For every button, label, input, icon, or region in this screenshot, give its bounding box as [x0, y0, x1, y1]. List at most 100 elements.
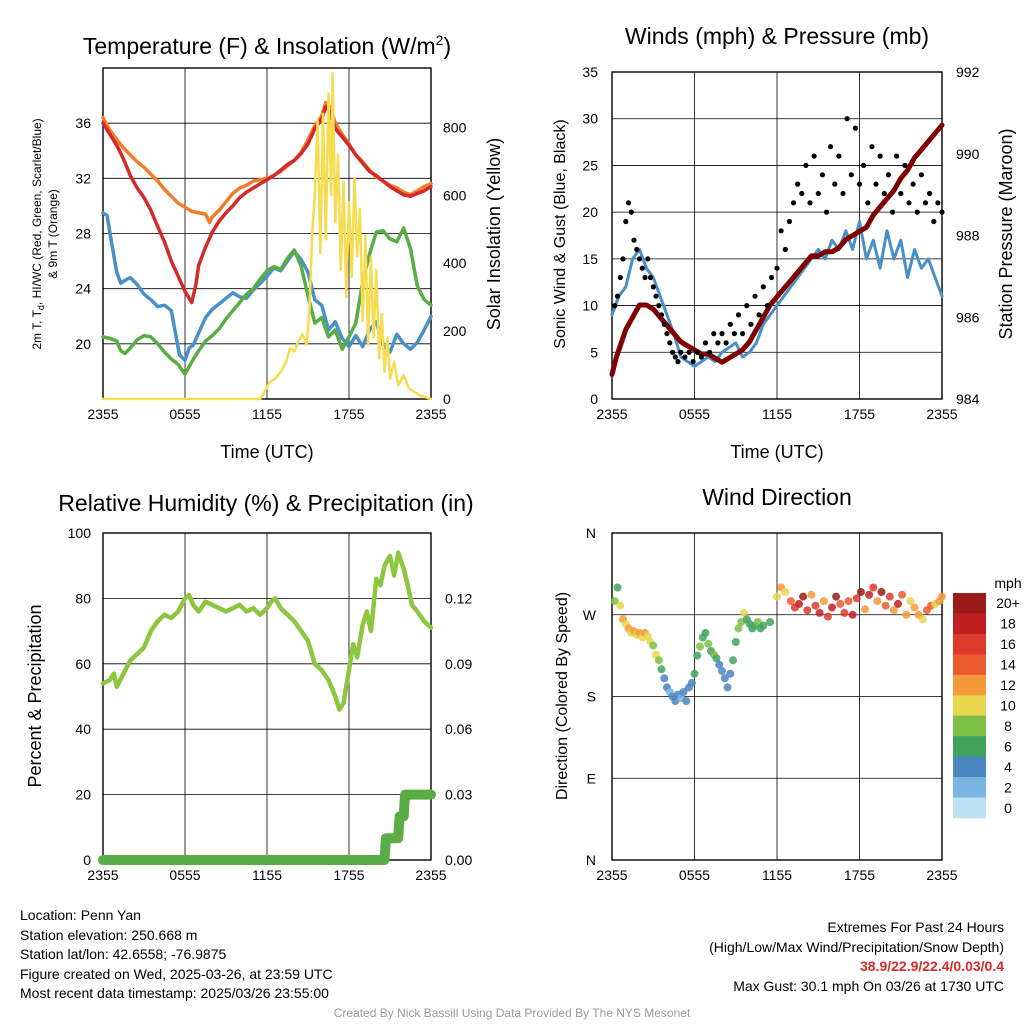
direction-point	[766, 618, 775, 626]
wind-y-axis-label: Sonic Wind & Gust (Blue, Black)	[552, 119, 569, 348]
colorbar-swatch	[953, 756, 986, 778]
wind-series-line-0	[610, 220, 944, 368]
direction-point	[832, 592, 841, 601]
gust-point	[760, 284, 766, 290]
direction-point	[918, 615, 927, 624]
gust-point	[774, 265, 780, 271]
extremes-info: Extremes For Past 24 Hours (High/Low/Max…	[709, 918, 1004, 996]
direction-point	[861, 605, 869, 614]
wind-y-tick-label: 5	[590, 344, 598, 360]
direction-point	[759, 621, 768, 630]
gust-point	[836, 153, 842, 159]
insolation-axis-label: Solar Insolation (Yellow)	[484, 138, 504, 330]
temp-series-line-3	[101, 226, 433, 376]
direction-point	[938, 592, 946, 601]
colorbar-swatch	[953, 674, 986, 696]
gust-point	[614, 293, 621, 299]
gust-point	[873, 181, 879, 187]
gust-point	[625, 200, 632, 206]
extremes-subtitle: (High/Low/Max Wind/Precipitation/Snow De…	[709, 938, 1004, 955]
gust-point	[686, 349, 692, 355]
colorbar-swatch	[953, 593, 986, 614]
pressure-tick-label: 988	[956, 228, 980, 244]
direction-point	[657, 665, 666, 674]
winddir-chart-title: Wind Direction	[702, 484, 852, 510]
direction-point	[848, 610, 857, 619]
temp-x-tick-label: 2355	[415, 406, 446, 422]
direction-point	[679, 688, 688, 696]
direction-point	[889, 606, 898, 615]
direction-point	[654, 656, 663, 665]
wind-x-tick-label: 0555	[679, 406, 710, 422]
direction-point	[902, 610, 911, 619]
gust-point	[894, 153, 900, 159]
gust-point	[922, 200, 929, 206]
precip-tick-label: 0.06	[445, 721, 472, 737]
rh-y-tick-label: 0	[83, 852, 91, 868]
gust-point	[623, 218, 629, 225]
winddir-x-tick-label: 2355	[596, 867, 627, 883]
colorbar-label: 8	[1004, 718, 1012, 734]
colorbar-unit-label: mph	[994, 575, 1021, 591]
direction-point	[898, 590, 907, 599]
gust-point	[740, 331, 746, 337]
pressure-tick-label: 984	[956, 391, 980, 407]
gust-point	[881, 190, 887, 197]
direction-point	[811, 601, 820, 610]
gust-point	[902, 162, 908, 168]
rh-y-tick-label: 80	[75, 590, 91, 606]
direction-point	[786, 597, 795, 606]
gust-point	[799, 190, 805, 197]
gust-point	[856, 181, 863, 187]
gust-point	[748, 321, 754, 327]
gust-point	[803, 162, 809, 168]
gust-point	[756, 312, 762, 318]
gust-point	[910, 181, 916, 187]
direction-point	[844, 597, 853, 606]
wind-y-tick-label: 35	[582, 64, 598, 80]
gust-point	[647, 274, 654, 281]
temp-x-tick-label: 1755	[333, 406, 364, 422]
temp-x-tick-label: 1155	[252, 406, 282, 422]
gust-point	[844, 116, 850, 122]
direction-point	[740, 608, 748, 617]
pressure-tick-label: 990	[956, 146, 980, 162]
gust-point	[698, 354, 705, 360]
gust-point	[939, 209, 945, 215]
gust-point	[642, 274, 648, 281]
rh-y-tick-label: 40	[75, 721, 91, 737]
gust-point	[819, 172, 826, 178]
gust-point	[852, 125, 859, 131]
rh-y-axis-label: Percent & Precipitation	[25, 604, 45, 787]
direction-point	[803, 606, 812, 615]
gust-point	[823, 209, 830, 215]
rh-x-tick-label: 2355	[87, 867, 118, 883]
gust-point	[861, 162, 867, 168]
wind-y-tick-label: 30	[582, 111, 598, 127]
insolation-tick-label: 800	[443, 119, 467, 135]
temp-y-tick-label: 28	[75, 226, 91, 242]
gust-point	[744, 303, 750, 309]
gust-point	[786, 218, 793, 225]
colorbar-label: 20+	[996, 595, 1020, 611]
precip-tick-label: 0.00	[445, 852, 472, 868]
direction-point	[781, 588, 790, 596]
pressure-tick-label: 992	[956, 64, 980, 80]
direction-point	[885, 592, 894, 601]
direction-point	[799, 592, 808, 601]
direction-point	[815, 608, 824, 617]
wind-x-tick-label: 1755	[844, 406, 875, 422]
colorbar-label: 4	[1004, 759, 1012, 775]
latlon-text: Station lat/lon: 42.6558; -76.9875	[20, 946, 227, 963]
colorbar-swatch	[953, 797, 986, 819]
wind-x-tick-label: 2355	[926, 406, 957, 422]
direction-point	[852, 594, 861, 603]
gust-point	[918, 172, 925, 178]
gust-point	[815, 190, 821, 197]
gust-point	[702, 340, 709, 346]
temp-y-tick-label: 32	[75, 170, 91, 186]
credit-text: Created By Nick Bassill Using Data Provi…	[333, 1006, 691, 1020]
gust-point	[656, 303, 662, 309]
rh-series-line-1	[98, 789, 436, 865]
